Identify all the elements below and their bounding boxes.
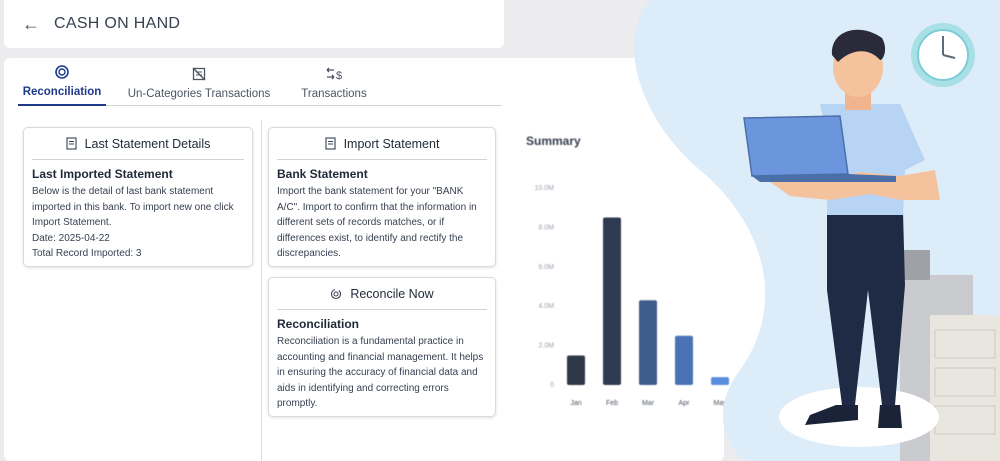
tab-label: Transactions <box>301 88 367 100</box>
page-header: ← CASH ON HAND <box>4 0 504 48</box>
import-statement-button[interactable]: Import Statement <box>343 136 440 151</box>
bar-feb[interactable] <box>603 217 621 385</box>
y-tick-label: 8.0M <box>538 224 554 231</box>
cabinet-icon <box>870 250 1000 461</box>
card-header: Import Statement <box>277 128 487 160</box>
arrow-left-icon[interactable]: ← <box>22 13 40 34</box>
card-description: Below is the detail of last bank stateme… <box>32 186 234 228</box>
person-with-laptop-icon <box>743 29 940 447</box>
reconcile-card[interactable]: Reconcile Now Reconciliation Reconciliat… <box>268 277 496 417</box>
page-title: CASH ON HAND <box>54 15 181 32</box>
card-header: Last Statement Details <box>32 128 244 160</box>
card-title: Last Statement Details <box>84 136 211 151</box>
card-description: Import the bank statement for your "BANK… <box>277 186 477 259</box>
svg-text:$: $ <box>336 70 342 82</box>
column-divider <box>261 120 262 461</box>
transfer-dollar-icon: $ <box>326 67 342 82</box>
tab-reconciliation[interactable]: Reconciliation <box>18 60 106 106</box>
y-tick-label: 6.0M <box>538 264 554 271</box>
y-tick-label: 4.0M <box>538 303 554 310</box>
summary-chart: 0 2.0M 4.0M 6.0M 8.0M 10.0M Jan Feb Mar Apr May <box>535 185 729 407</box>
tab-transactions[interactable]: $ Transactions <box>290 60 378 106</box>
x-tick-label: May <box>713 400 727 407</box>
summary-title: Summary <box>526 134 581 148</box>
list-crossed-icon <box>192 67 206 81</box>
bar-mar[interactable] <box>639 300 657 385</box>
document-icon <box>66 137 77 150</box>
tab-label: Un-Categories Transactions <box>127 88 271 100</box>
tab-bar: Reconciliation Un-Categories Transaction… <box>18 60 502 106</box>
x-tick-label: Jan <box>570 400 581 407</box>
card-header: Reconcile Now <box>277 278 487 310</box>
bar-may[interactable] <box>711 377 729 385</box>
x-tick-label: Mar <box>642 400 655 407</box>
import-statement-card[interactable]: Import Statement Bank Statement Import t… <box>268 127 496 267</box>
card-subtitle: Bank Statement <box>277 167 368 181</box>
card-subtitle: Reconciliation <box>277 317 360 331</box>
card-subtitle: Last Imported Statement <box>32 167 173 181</box>
reconcile-now-button[interactable]: Reconcile Now <box>350 286 434 301</box>
last-statement-card: Last Statement Details Last Imported Sta… <box>23 127 253 267</box>
records-count: Total Record Imported: 3 <box>32 248 142 259</box>
document-icon <box>325 137 336 150</box>
x-tick-label: Feb <box>606 400 618 407</box>
statement-date: Date: 2025-04-22 <box>32 232 110 244</box>
card-description: Reconciliation is a fundamental practice… <box>277 336 484 409</box>
tab-label: Reconciliation <box>22 86 102 98</box>
x-tick-label: Apr <box>679 400 691 407</box>
y-tick-label: 2.0M <box>538 343 554 350</box>
bar-jan[interactable] <box>567 355 585 385</box>
y-tick-label: 0 <box>550 382 554 389</box>
bar-apr[interactable] <box>675 335 693 385</box>
refresh-circle-icon <box>55 65 69 79</box>
y-tick-label: 10.0M <box>535 185 555 192</box>
refresh-icon <box>331 288 342 299</box>
wall-clock-icon <box>911 23 975 87</box>
tab-un-categories[interactable]: Un-Categories Transactions <box>118 60 280 106</box>
